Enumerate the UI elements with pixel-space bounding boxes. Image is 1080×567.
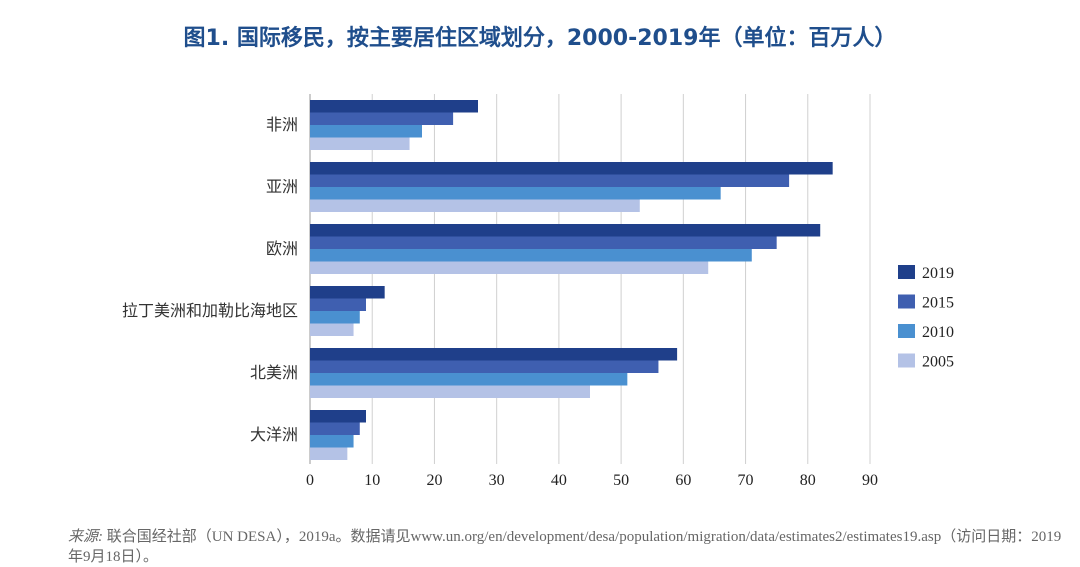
category-label: 北美洲 bbox=[250, 363, 298, 382]
bar bbox=[310, 447, 348, 460]
bar bbox=[310, 162, 833, 175]
category-label: 亚洲 bbox=[266, 177, 298, 196]
legend-swatch bbox=[898, 324, 915, 338]
category-label: 拉丁美洲和加勒比海地区 bbox=[122, 301, 298, 320]
bar bbox=[310, 422, 360, 435]
bar bbox=[310, 112, 454, 125]
legend-label: 2015 bbox=[922, 295, 954, 312]
source-note: 来源: 联合国经社部（UN DESA），2019a。数据请见www.un.org… bbox=[68, 527, 1068, 567]
bar bbox=[310, 435, 354, 448]
bar bbox=[310, 187, 721, 200]
tick-label: 0 bbox=[306, 472, 314, 489]
source-text: 联合国经社部（UN DESA），2019a。数据请见www.un.org/en/… bbox=[68, 529, 1062, 565]
legend-swatch bbox=[898, 265, 915, 279]
tick-label: 20 bbox=[426, 472, 442, 489]
legend-label: 2005 bbox=[922, 354, 954, 371]
bars bbox=[310, 100, 833, 460]
bar bbox=[310, 311, 360, 324]
bar bbox=[310, 360, 659, 373]
legend: 2019 2015 2010 2005 bbox=[898, 265, 954, 371]
tick-label: 90 bbox=[862, 472, 878, 489]
x-axis-ticks: 0 10 20 30 40 50 60 70 80 90 bbox=[306, 472, 878, 489]
gridlines bbox=[309, 94, 871, 464]
category-label: 非洲 bbox=[266, 115, 298, 134]
bar bbox=[310, 137, 410, 150]
source-label: 来源: bbox=[68, 529, 103, 545]
bar bbox=[310, 286, 385, 299]
bar bbox=[310, 298, 366, 311]
legend-swatch bbox=[898, 294, 915, 309]
legend-label: 2019 bbox=[922, 265, 954, 282]
bar bbox=[310, 385, 590, 398]
bar bbox=[310, 236, 777, 249]
bar bbox=[310, 410, 366, 423]
tick-label: 30 bbox=[489, 472, 505, 489]
bar bbox=[310, 348, 678, 361]
bar bbox=[310, 261, 709, 274]
tick-label: 60 bbox=[675, 472, 691, 489]
bar bbox=[310, 174, 790, 187]
legend-swatch bbox=[898, 353, 915, 368]
tick-label: 70 bbox=[738, 472, 754, 489]
bar bbox=[310, 323, 354, 336]
category-label: 大洋洲 bbox=[250, 425, 298, 444]
legend-label: 2010 bbox=[922, 324, 954, 341]
bar bbox=[310, 373, 628, 386]
tick-label: 50 bbox=[613, 472, 629, 489]
chart-title: 图1. 国际移民，按主要居住区域划分，2000-2019年（单位：百万人） bbox=[183, 26, 897, 51]
category-label: 欧洲 bbox=[266, 239, 298, 258]
tick-label: 10 bbox=[364, 472, 380, 489]
tick-label: 40 bbox=[551, 472, 567, 489]
bar bbox=[310, 100, 478, 113]
tick-label: 80 bbox=[800, 472, 816, 489]
bar bbox=[310, 125, 422, 138]
bar bbox=[310, 224, 821, 237]
bar bbox=[310, 199, 640, 212]
bar bbox=[310, 249, 752, 262]
